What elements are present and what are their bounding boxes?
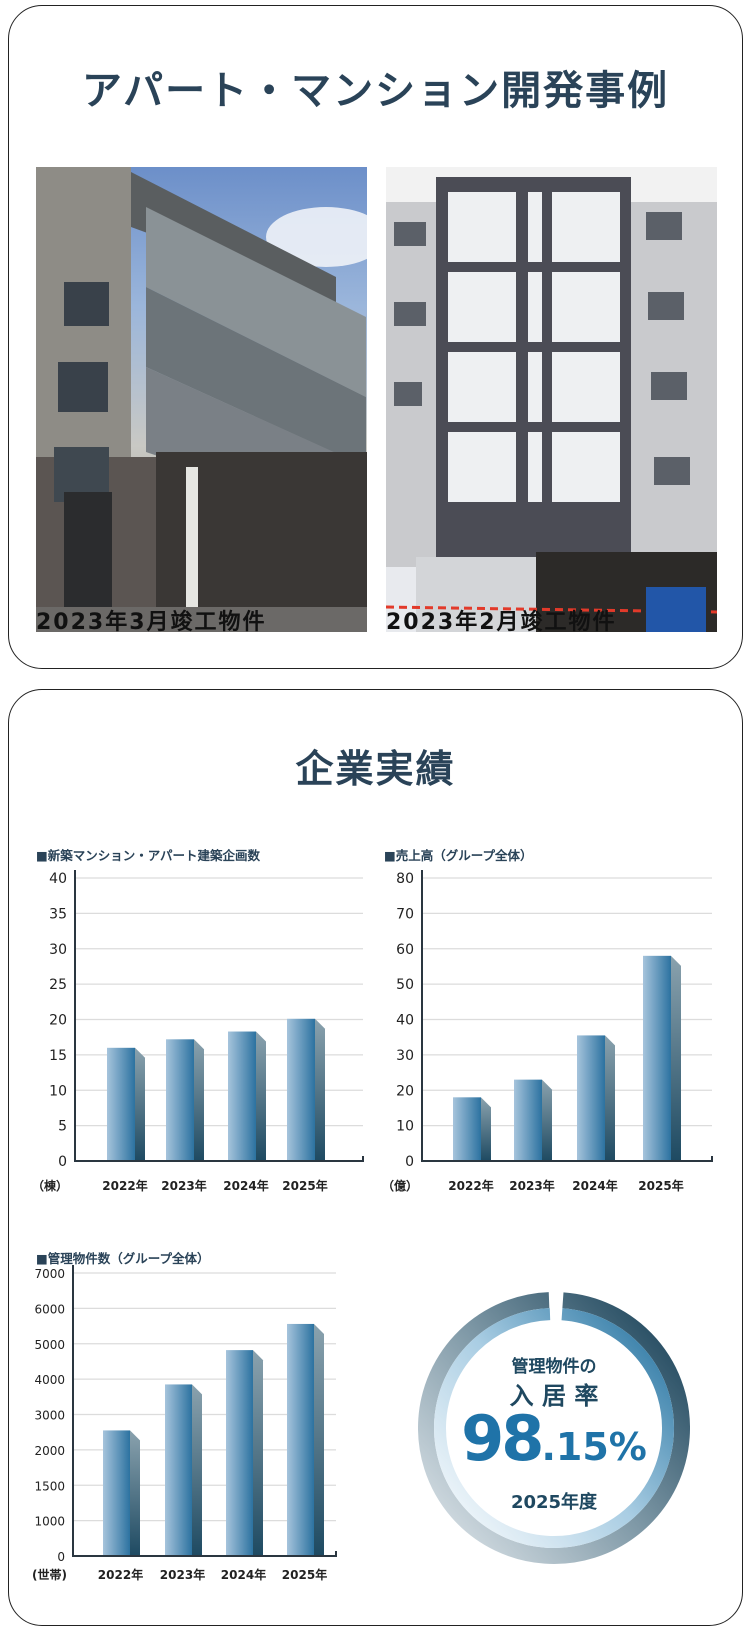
bar-side [192, 1384, 202, 1556]
y-tick-label: 10 [396, 1119, 414, 1135]
y-tick-label: 1000 [34, 1515, 65, 1529]
y-tick-label: 40 [396, 1013, 414, 1029]
development-title: アパート・マンション開発事例 [81, 68, 670, 114]
bar-side [135, 1047, 145, 1161]
bar-2024年 [226, 1350, 253, 1556]
x-tick-label: 2025年 [282, 1567, 327, 1582]
y-tick-label: 10 [49, 1083, 67, 1099]
y-tick-label: 2000 [34, 1444, 65, 1458]
building-photo-1 [36, 167, 367, 632]
bar-side [315, 1018, 325, 1161]
bar-2024年 [577, 1035, 605, 1161]
y-tick-label: 7000 [34, 1267, 65, 1281]
occupancy-value-decimal: .15% [541, 1425, 647, 1469]
axis-line [72, 1265, 337, 1557]
axis-line [74, 870, 364, 1162]
y-tick-label: 3000 [34, 1409, 65, 1423]
bar-side [314, 1323, 324, 1556]
x-tick-label: 2024年 [221, 1567, 266, 1582]
bar-2025年 [643, 955, 671, 1161]
x-tick-label: 2024年 [572, 1178, 617, 1193]
x-tick-label: 2022年 [448, 1178, 493, 1193]
bar-2022年 [453, 1097, 481, 1161]
bar-2025年 [287, 1018, 315, 1161]
occupancy-label-1: 管理物件の [511, 1357, 597, 1377]
y-tick-label: 0 [58, 1154, 67, 1170]
case-caption-1: 2023年3月竣工物件 [36, 610, 267, 635]
y-tick-label: 5000 [34, 1338, 65, 1352]
y-tick-label: 40 [49, 871, 67, 887]
bar-side [253, 1350, 263, 1556]
building-photo-2 [386, 167, 717, 632]
y-tick-label: 20 [49, 1013, 67, 1029]
y-tick-label: 50 [396, 977, 414, 993]
bar-2022年 [103, 1430, 130, 1556]
unit-label: （億） [382, 1178, 418, 1193]
axis-line [421, 870, 713, 1162]
x-tick-label: 2025年 [282, 1178, 327, 1193]
bar-side [605, 1035, 615, 1161]
bar-side [130, 1430, 140, 1556]
x-tick-label: 2022年 [98, 1567, 143, 1582]
x-tick-label: 2023年 [160, 1567, 205, 1582]
unit-label: (世帯) [32, 1567, 67, 1582]
bar-side [194, 1039, 204, 1161]
bar-2023年 [166, 1039, 194, 1161]
occupancy-rate-badge: 管理物件の 入 居 率 98.15% 2025年度 [418, 1290, 690, 1570]
y-tick-label: 35 [49, 906, 67, 922]
performance-title: 企業実績 [295, 747, 456, 791]
y-tick-label: 0 [405, 1154, 414, 1170]
bar-2023年 [165, 1384, 192, 1556]
bar-2022年 [107, 1047, 135, 1161]
y-tick-label: 80 [396, 871, 414, 887]
occupancy-ring [418, 1292, 690, 1564]
unit-label: （棟） [32, 1178, 68, 1193]
occupancy-period: 2025年度 [510, 1492, 598, 1513]
y-tick-label: 5 [58, 1119, 67, 1135]
y-tick-label: 60 [396, 942, 414, 958]
chart-title-sales: ■売上高（グループ全体） [384, 848, 533, 863]
x-tick-label: 2023年 [161, 1178, 206, 1193]
y-tick-label: 20 [396, 1083, 414, 1099]
y-tick-label: 0 [57, 1550, 65, 1564]
y-tick-label: 70 [396, 906, 414, 922]
bar-2025年 [287, 1323, 314, 1556]
x-tick-label: 2025年 [638, 1178, 683, 1193]
occupancy-value-main: 98 [461, 1402, 544, 1475]
sales-bar-chart: 0 10 20 30 40 50 60 70 80 2022年 2023年 2024年 2025年 （億） [382, 870, 713, 1193]
y-tick-label: 6000 [34, 1302, 65, 1316]
y-tick-label: 30 [49, 942, 67, 958]
x-tick-label: 2022年 [102, 1178, 147, 1193]
y-tick-label: 15 [49, 1048, 67, 1064]
y-tick-label: 1500 [34, 1479, 65, 1493]
bar-side [256, 1031, 266, 1161]
y-tick-label: 25 [49, 977, 67, 993]
bar-2023年 [514, 1079, 542, 1161]
chart-title-projects: ■新築マンション・アパート建築企画数 [36, 848, 261, 863]
bar-side [542, 1079, 552, 1161]
bar-2024年 [228, 1031, 256, 1161]
x-tick-label: 2023年 [509, 1178, 554, 1193]
bar-side [481, 1097, 491, 1161]
projects-bar-chart: 0 5 10 15 20 25 30 35 40 2022年 2023年 2024年 2025年 （棟） [32, 870, 364, 1193]
chart-title-managed: ■管理物件数（グループ全体） [36, 1251, 210, 1266]
y-tick-label: 4000 [34, 1373, 65, 1387]
managed-units-bar-chart: 0 1000 1500 2000 3000 4000 5000 6000 7000 2022年 20… [32, 1265, 337, 1582]
x-tick-label: 2024年 [223, 1178, 268, 1193]
occupancy-value: 98.15% [418, 1408, 690, 1470]
case-caption-2: 2023年2月竣工物件 [386, 610, 617, 635]
occupancy-label-2: 入 居 率 [509, 1382, 599, 1410]
y-tick-label: 30 [396, 1048, 414, 1064]
bar-side [671, 955, 681, 1161]
